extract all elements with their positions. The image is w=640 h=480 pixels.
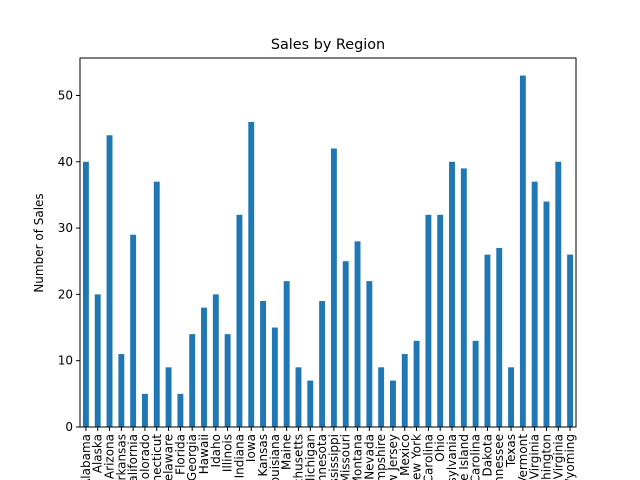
y-tick-label: 40 — [58, 155, 73, 169]
bar — [484, 254, 491, 427]
x-tick-label: Wyoming — [563, 434, 577, 480]
x-tick-label: Vermont — [516, 434, 530, 480]
bar — [508, 367, 514, 427]
x-tick-label: Montana — [351, 434, 365, 480]
x-tick-label: Mississippi — [327, 434, 341, 480]
x-tick-label: Pennsylvania — [445, 434, 459, 480]
x-tick-label: New York — [410, 434, 424, 480]
y-tick-label: 10 — [58, 354, 73, 368]
bar — [319, 301, 326, 427]
x-tick-label: Massachusetts — [291, 434, 305, 480]
bar — [555, 161, 562, 428]
bar — [413, 340, 420, 427]
bar — [142, 393, 148, 427]
x-tick-label: Connecticut — [150, 434, 164, 480]
bar — [177, 393, 184, 427]
y-tick-label: 0 — [65, 420, 73, 434]
x-tick-label: Ohio — [433, 434, 447, 462]
x-tick-label: South Carolina — [469, 434, 483, 480]
bar — [106, 135, 113, 427]
x-tick-label: Arkansas — [114, 434, 128, 480]
bar — [390, 380, 396, 427]
y-tick-label: 30 — [58, 221, 73, 235]
x-tick-label: Louisiana — [268, 434, 282, 480]
y-axis-label: Number of Sales — [32, 193, 46, 292]
x-tick-label: Nevada — [362, 434, 376, 480]
bar — [354, 241, 361, 427]
bar — [425, 214, 432, 427]
x-tick-label: Washington — [539, 434, 553, 480]
bar — [449, 161, 455, 428]
bar — [496, 247, 503, 427]
bar — [342, 261, 349, 427]
x-tick-label: Missouri — [339, 434, 353, 480]
bar — [271, 327, 278, 427]
bar — [531, 181, 538, 427]
x-tick-label: Alabama — [79, 434, 93, 480]
chart-title: Sales by Region — [271, 37, 385, 53]
bar — [224, 334, 231, 427]
x-tick-label: Minnesota — [315, 434, 329, 480]
bar — [94, 294, 101, 427]
bar — [307, 380, 314, 427]
x-tick-label: California — [126, 434, 140, 480]
x-tick-label: Illinois — [221, 434, 235, 472]
bar — [165, 367, 172, 427]
x-tick-label: Indiana — [232, 434, 246, 478]
bar — [378, 367, 385, 427]
y-tick-label: 20 — [58, 287, 73, 301]
x-tick-label: Idaho — [209, 434, 223, 467]
x-tick-label: Hawaii — [197, 434, 211, 474]
x-tick-label: Tennessee — [492, 434, 506, 480]
x-tick-label: Delaware — [162, 434, 176, 480]
bar — [201, 307, 207, 427]
x-tick-label: Maine — [280, 434, 294, 470]
bar — [366, 281, 373, 427]
bar — [189, 334, 196, 427]
x-tick-label: West Virginia — [551, 434, 565, 480]
plot-frame — [79, 57, 577, 428]
y-tick-label: 50 — [58, 88, 73, 102]
bar — [519, 75, 526, 428]
x-tick-label: New Mexico — [398, 434, 412, 480]
bar — [401, 354, 408, 427]
x-tick-label: North Carolina — [421, 434, 435, 480]
x-tick-label: Michigan — [303, 434, 317, 480]
x-tick-label: Virginia — [528, 434, 542, 479]
bar — [472, 340, 479, 427]
bar — [212, 294, 219, 427]
x-tick-label: Rhode Island — [457, 434, 471, 480]
x-tick-label: Georgia — [185, 434, 199, 480]
bar — [118, 354, 125, 427]
x-tick-label: New Hampshire — [374, 434, 388, 480]
x-tick-label: Florida — [173, 434, 187, 475]
bar — [460, 168, 467, 427]
x-tick-label: Texas — [504, 434, 518, 468]
x-tick-label: South Dakota — [480, 434, 494, 480]
x-tick-label: Iowa — [244, 434, 258, 462]
bar — [153, 181, 160, 427]
bar — [248, 121, 255, 428]
x-tick-label: Alaska — [91, 434, 105, 473]
x-tick-label: Arizona — [103, 434, 117, 479]
bar — [260, 301, 266, 427]
bar — [330, 148, 337, 427]
bar — [567, 254, 574, 427]
bar — [437, 214, 444, 427]
bar — [543, 201, 550, 427]
bar — [130, 234, 137, 427]
x-tick-label: New Jersey — [386, 434, 400, 480]
bar — [295, 367, 302, 427]
bar — [236, 214, 243, 427]
x-tick-label: Colorado — [138, 434, 152, 480]
x-tick-label: Kansas — [256, 434, 270, 476]
bar — [283, 281, 290, 427]
bar — [82, 161, 89, 428]
